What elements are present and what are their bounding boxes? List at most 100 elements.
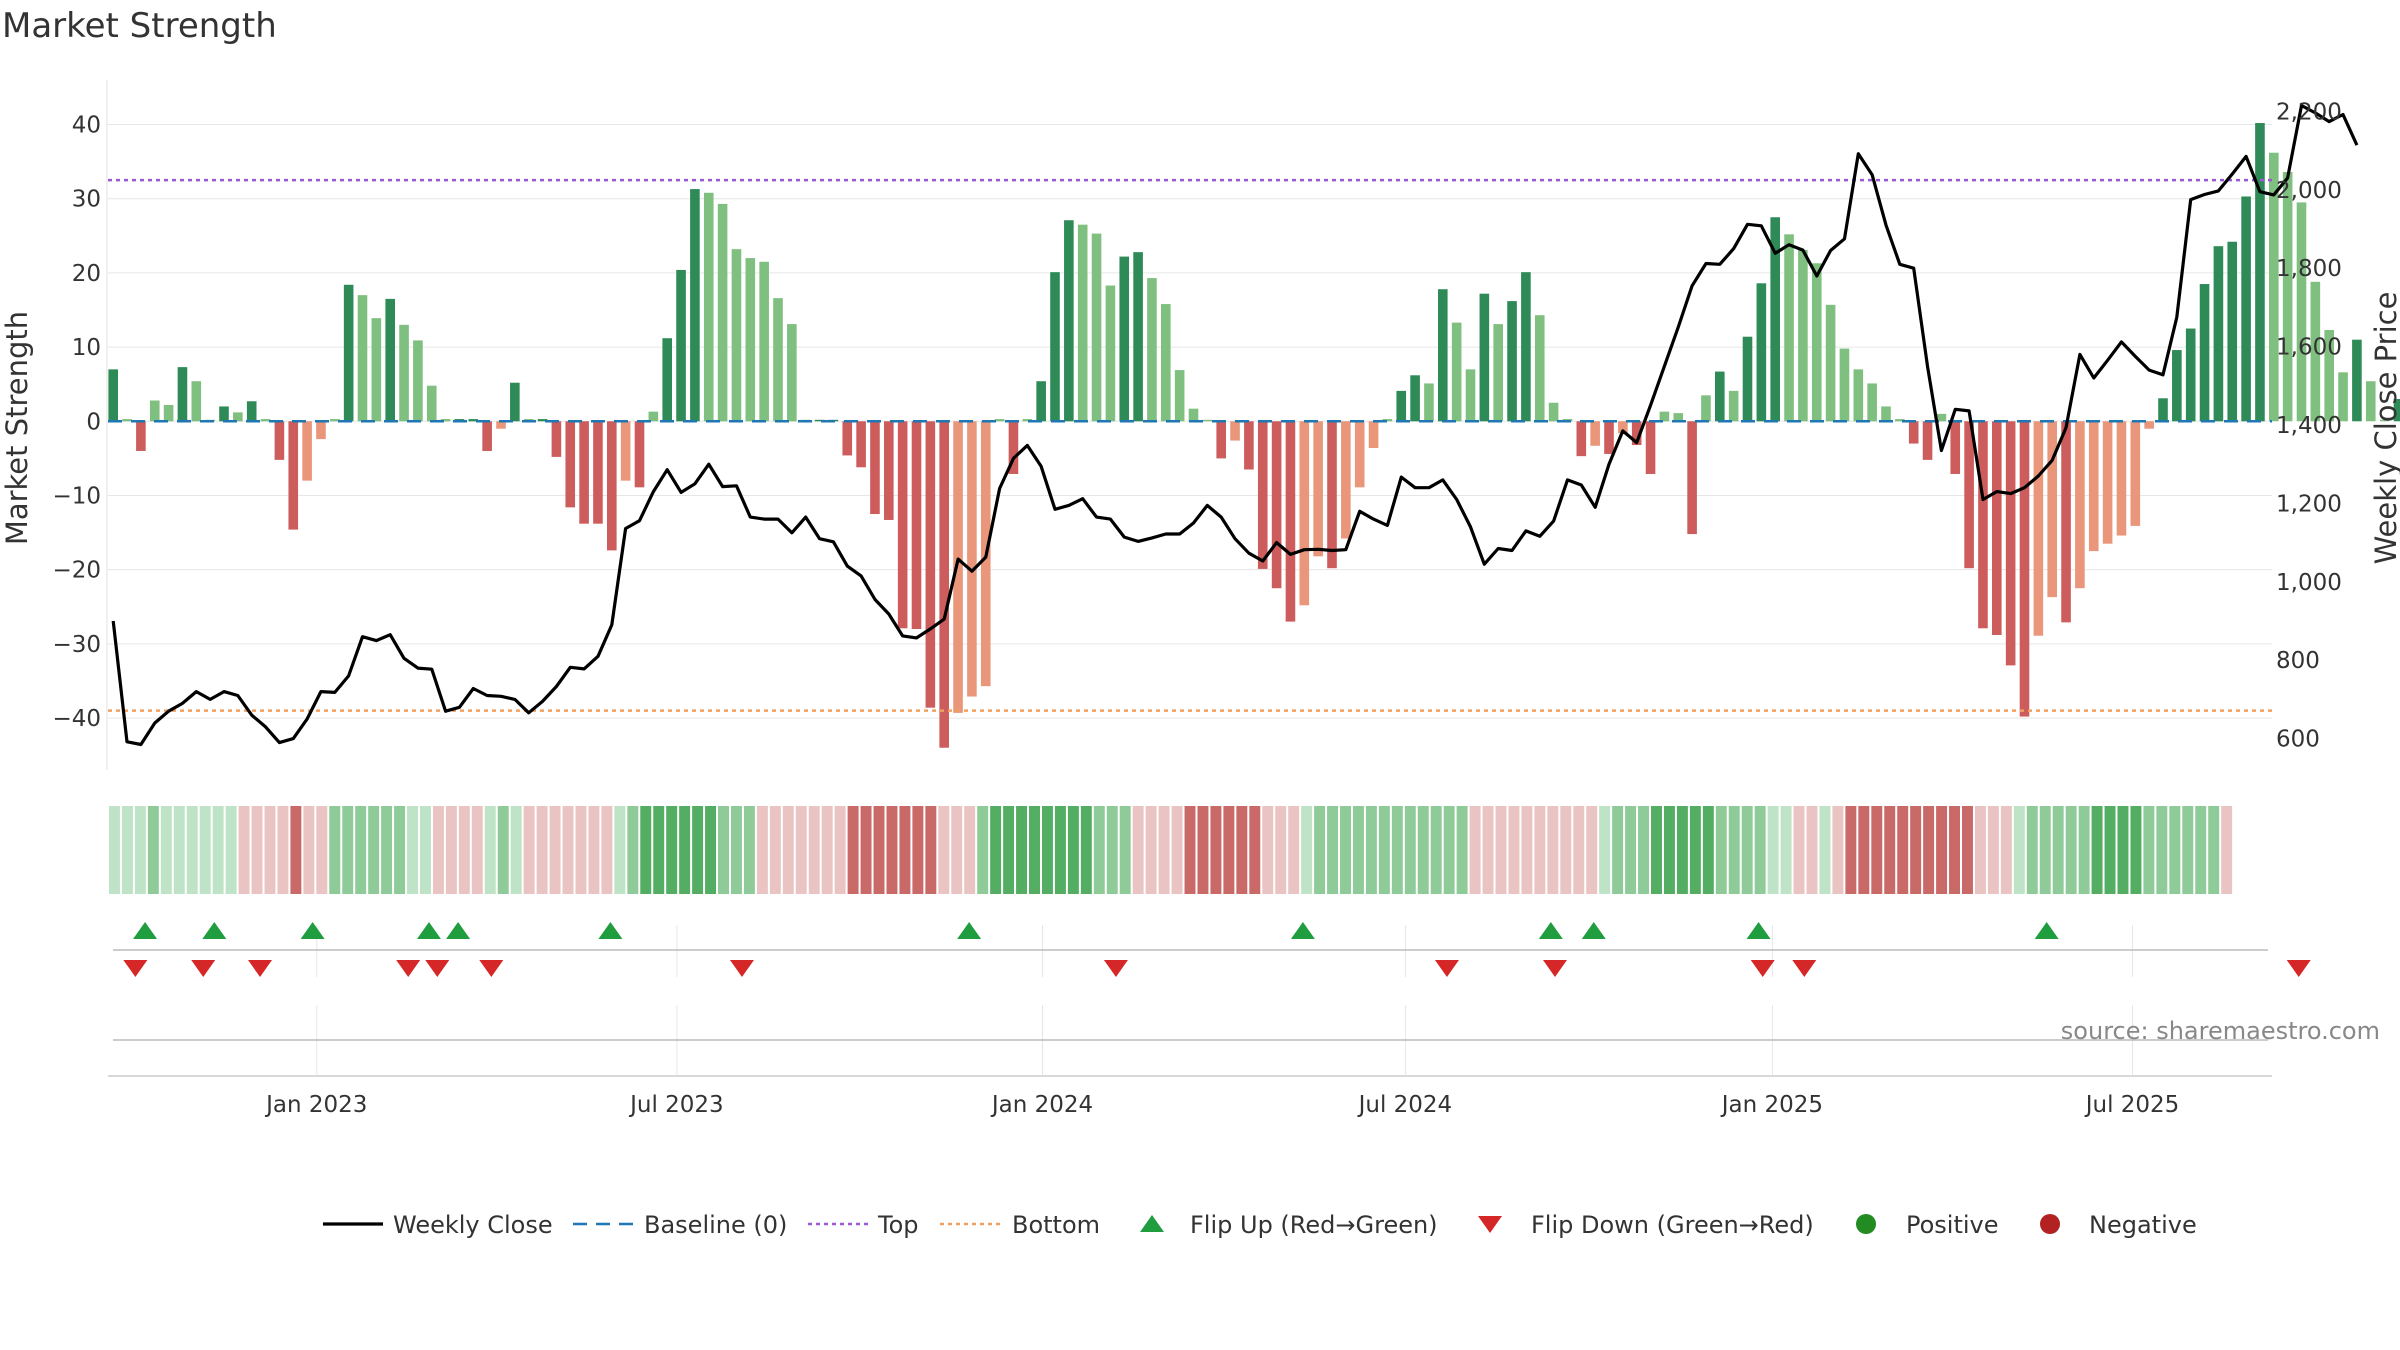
- strength-bar: [1978, 421, 1988, 629]
- x-axis: Jan 2023 Jul 2023 Jan 2024 Jul 2024 Jan 2025…: [108, 1075, 2272, 1118]
- strength-bar: [2005, 421, 2016, 666]
- strength-bar: [884, 421, 894, 520]
- strength-heat-strip: [109, 806, 2233, 894]
- heat-cell: [718, 806, 729, 894]
- strength-bar: [468, 419, 479, 422]
- heat-cell: [1599, 806, 1611, 894]
- heat-cell: [692, 806, 704, 894]
- heat-cell: [1923, 806, 1935, 894]
- heat-cell: [640, 806, 652, 894]
- heat-cell: [2078, 806, 2090, 894]
- strength-bar: [399, 324, 409, 422]
- strength-bar: [703, 192, 714, 422]
- heat-cell: [1456, 806, 1468, 894]
- heat-cell: [808, 806, 820, 894]
- x-tick-label: Jan 2025: [1720, 1092, 1823, 1118]
- strength-bar: [1465, 369, 1476, 422]
- strength-bar: [2379, 419, 2390, 422]
- strength-bar: [773, 298, 783, 422]
- heat-cell: [109, 806, 120, 894]
- strength-bar: [149, 400, 160, 422]
- strength-bar: [1784, 234, 1794, 422]
- heat-cell: [1638, 806, 1650, 894]
- heat-cell: [407, 806, 418, 894]
- strength-bar: [2324, 330, 2334, 422]
- heat-cell: [225, 806, 237, 894]
- heat-cell: [1793, 806, 1805, 894]
- heat-cell: [523, 806, 535, 894]
- heat-cell: [2143, 806, 2155, 894]
- heat-cell: [1430, 806, 1442, 894]
- heat-cell: [2026, 806, 2038, 894]
- heat-cell: [1003, 806, 1015, 894]
- strength-bar: [1105, 285, 1116, 422]
- heat-cell: [705, 806, 717, 894]
- strength-bar: [2033, 421, 2044, 636]
- strength-bar: [1396, 390, 1407, 422]
- strength-bar: [1618, 421, 1628, 434]
- strength-bar: [1341, 421, 1351, 539]
- y-tick-label: 20: [72, 261, 101, 287]
- heat-cell: [368, 806, 380, 894]
- heat-cell: [2039, 806, 2051, 894]
- heat-cell: [1676, 806, 1688, 894]
- heat-cell: [316, 806, 328, 894]
- legend-label: Baseline (0): [644, 1211, 787, 1239]
- heat-cell: [1962, 806, 1973, 894]
- heat-cell: [575, 806, 587, 894]
- heat-cell: [1184, 806, 1196, 894]
- strength-bar: [330, 419, 340, 422]
- strength-bar: [579, 421, 589, 524]
- strength-bar: [787, 324, 797, 422]
- strength-bar: [731, 249, 742, 422]
- heat-cell: [1145, 806, 1157, 894]
- heat-cell: [1897, 806, 1909, 894]
- heat-cell: [653, 806, 665, 894]
- heat-cell: [821, 806, 833, 894]
- heat-cell: [419, 806, 431, 894]
- strength-bar: [496, 421, 506, 429]
- strength-bar: [1188, 408, 1199, 422]
- flip-up-marker: [300, 922, 325, 939]
- heat-cell: [1080, 806, 1092, 894]
- heat-cell: [886, 806, 898, 894]
- strength-bar: [1424, 383, 1434, 422]
- strength-bar: [897, 421, 908, 629]
- heat-cell: [1132, 806, 1144, 894]
- strength-bar: [2227, 241, 2238, 422]
- flip-down-marker: [1434, 960, 1459, 977]
- heat-cell: [1534, 806, 1546, 894]
- strength-bar: [2144, 421, 2154, 429]
- strength-bar: [1064, 220, 1074, 422]
- heat-cell: [1884, 806, 1896, 894]
- heat-cell: [1210, 806, 1222, 894]
- strength-bar: [1936, 413, 1947, 422]
- y-tick-label: 10: [72, 335, 101, 361]
- strength-bar: [648, 411, 659, 422]
- heat-cell: [2117, 806, 2129, 894]
- legend-label: Bottom: [1012, 1211, 1100, 1239]
- strength-bar: [246, 401, 257, 422]
- strength-bar: [1756, 283, 1767, 422]
- flip-up-marker: [2034, 922, 2059, 939]
- flip-down-marker: [191, 960, 216, 977]
- heat-cell: [1262, 806, 1274, 894]
- strength-bar: [2185, 328, 2196, 422]
- strength-bar: [1091, 233, 1102, 422]
- strength-bar: [260, 419, 271, 422]
- y2-tick-label: 1,600: [2276, 335, 2342, 361]
- strength-bar: [1659, 411, 1670, 422]
- flip-down-marker: [479, 960, 504, 977]
- y-tick-label: −40: [52, 706, 101, 732]
- heat-cell: [1016, 806, 1028, 894]
- strength-bar: [759, 261, 769, 422]
- heat-cell: [1495, 806, 1507, 894]
- strength-bar: [136, 421, 146, 451]
- strength-bar: [2102, 421, 2113, 544]
- heat-cell: [1858, 806, 1870, 894]
- heat-cell: [199, 806, 211, 894]
- strength-bar: [925, 421, 936, 708]
- heat-cell: [2195, 806, 2207, 894]
- strength-bar: [2352, 339, 2362, 422]
- heat-cell: [147, 806, 159, 894]
